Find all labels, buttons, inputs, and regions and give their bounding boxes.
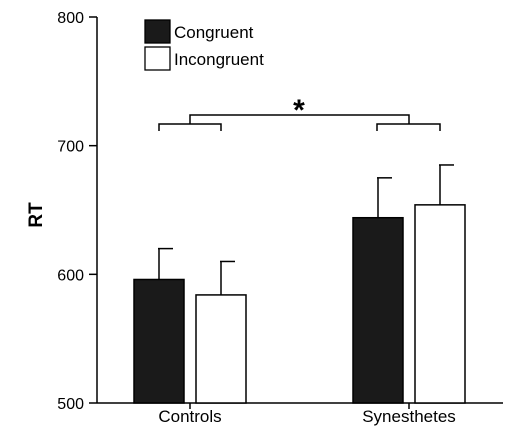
- bar-congruent-controls: [133, 278, 185, 404]
- legend: Congruent Incongruent: [144, 19, 264, 71]
- legend-label-incongruent: Incongruent: [174, 50, 264, 69]
- significance-star: *: [293, 94, 305, 127]
- x-tick-label: Controls: [158, 407, 221, 426]
- bars: [133, 164, 466, 404]
- legend-swatch-incongruent: [144, 46, 171, 71]
- bar-incongruent-controls: [195, 294, 247, 404]
- bracket-synesthetes: [376, 123, 441, 131]
- bar-congruent-synesthetes: [352, 216, 404, 404]
- y-tick-label: 800: [57, 10, 84, 27]
- y-tick-label: 600: [57, 267, 84, 284]
- y-tick-label: 500: [57, 396, 84, 413]
- y-axis-label: RT: [26, 202, 47, 228]
- significance-annotation: *: [158, 94, 441, 131]
- y-tick-label: 700: [57, 139, 84, 156]
- bracket-controls: [158, 123, 222, 131]
- bar-incongruent-synesthetes: [414, 204, 466, 404]
- x-tick-label: Synesthetes: [362, 407, 456, 426]
- bracket-groups: [189, 114, 410, 124]
- legend-swatch-congruent: [144, 19, 171, 44]
- legend-label-congruent: Congruent: [174, 23, 254, 42]
